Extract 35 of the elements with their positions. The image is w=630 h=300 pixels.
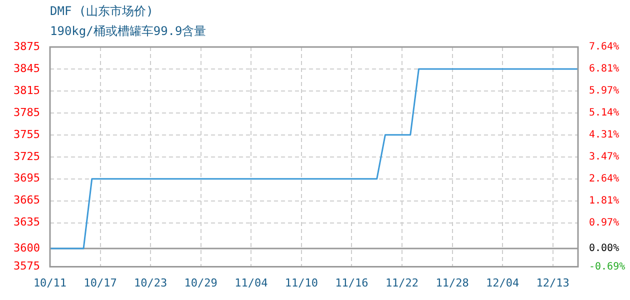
y2-tick-label: 1.81% xyxy=(589,195,620,206)
y-tick-label: 3815 xyxy=(14,84,40,97)
x-tick-label: 10/17 xyxy=(84,276,117,290)
y-tick-label: 3695 xyxy=(14,172,40,185)
y-tick-label: 3665 xyxy=(14,194,40,207)
y-tick-label: 3725 xyxy=(14,150,40,163)
y-tick-label: 3600 xyxy=(14,241,40,254)
x-tick-label: 11/22 xyxy=(385,276,419,290)
y2-tick-label: 5.14% xyxy=(589,108,620,119)
y2-tick-label: 2.64% xyxy=(589,174,620,185)
y-tick-label: 3845 xyxy=(14,62,40,75)
chart-title: DMF (山东市场价) xyxy=(50,3,154,20)
x-tick-label: 11/28 xyxy=(436,276,469,290)
x-tick-label: 11/04 xyxy=(234,276,268,290)
y-tick-label: 3575 xyxy=(14,260,40,273)
y2-tick-label: 0.00% xyxy=(589,243,620,254)
y2-tick-label: 6.81% xyxy=(589,63,620,74)
y2-tick-label: 5.97% xyxy=(589,86,620,97)
y-tick-label: 3875 xyxy=(14,40,40,53)
chart-subtitle: 190kg/桶或槽罐车99.9含量 xyxy=(50,23,206,40)
y2-tick-label: 7.64% xyxy=(589,42,620,53)
y2-tick-label: 4.31% xyxy=(589,129,620,140)
y2-tick-label: 3.47% xyxy=(589,152,620,163)
x-tick-label: 11/10 xyxy=(284,276,318,290)
y-tick-label: 3755 xyxy=(14,128,40,141)
x-tick-label: 12/04 xyxy=(486,276,520,290)
x-tick-label: 12/13 xyxy=(536,276,570,290)
x-tick-label: 10/29 xyxy=(184,276,218,290)
x-tick-label: 11/16 xyxy=(335,276,368,290)
y2-tick-label: -0.69% xyxy=(589,261,626,272)
y-tick-label: 3635 xyxy=(14,216,40,229)
x-tick-label: 10/11 xyxy=(33,276,67,290)
y2-tick-label: 0.97% xyxy=(589,218,620,229)
y-tick-label: 3785 xyxy=(14,106,40,119)
x-tick-label: 10/23 xyxy=(134,276,168,290)
